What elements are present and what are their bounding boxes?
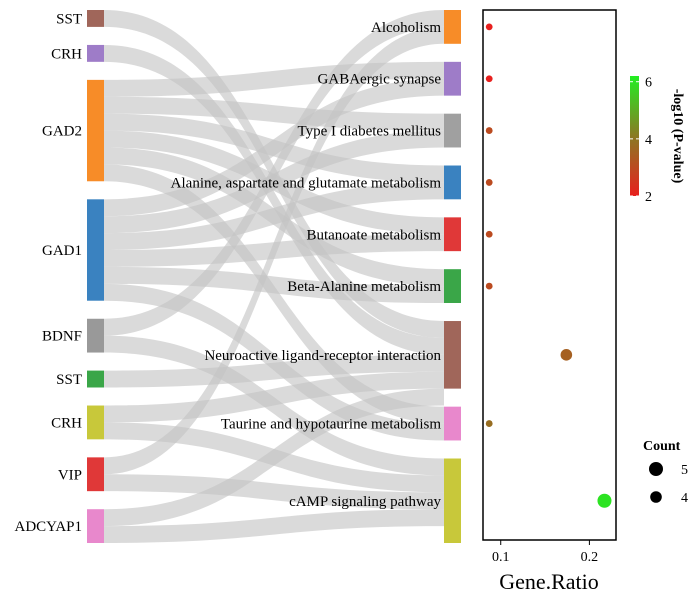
color-tick-label: 2 xyxy=(645,190,652,205)
pathway-label-alcoholism: Alcoholism xyxy=(371,20,441,36)
size-legend-label: 4 xyxy=(681,491,688,506)
pathway-node-beta-alanine-metabolism xyxy=(444,269,461,303)
gene-label-gad1: GAD1 xyxy=(42,243,82,259)
sankey-link-bdnf-to-alcoholism xyxy=(104,10,444,336)
pathway-label-neuroactive-ligand-receptor-interaction: Neuroactive ligand-receptor interaction xyxy=(204,348,441,364)
gene-node-sst xyxy=(87,370,104,388)
gene-node-sst xyxy=(87,10,104,27)
pathway-label-camp-signaling-pathway: cAMP signaling pathway xyxy=(289,494,441,510)
sankey-link-crh-to-neuroactive-ligand-receptor-interaction xyxy=(104,44,444,355)
pathway-node-alcoholism xyxy=(444,10,461,44)
dotplot-frame xyxy=(482,9,617,541)
pathway-node-gabaergic-synapse xyxy=(444,61,461,96)
pathway-label-type-i-diabetes-mellitus: Type I diabetes mellitus xyxy=(298,124,442,140)
gene-node-gad1 xyxy=(87,199,104,301)
pathway-label-beta-alanine-metabolism: Beta-Alanine metabolism xyxy=(287,279,441,295)
gene-label-adcyap1: ADCYAP1 xyxy=(14,519,82,535)
gene-label-crh: CRH xyxy=(51,46,82,62)
gene-node-crh xyxy=(87,44,104,62)
pathway-label-gabaergic-synapse: GABAergic synapse xyxy=(318,72,442,88)
color-tick-label: 4 xyxy=(645,133,652,148)
pathway-label-butanoate-metabolism: Butanoate metabolism xyxy=(306,227,441,243)
color-legend: 2 4 6 -log10 (P-value) xyxy=(630,76,685,205)
sankey-link-gad1-to-gabaergic-synapse xyxy=(104,78,444,217)
sankey-link-sst-to-neuroactive-ligand-receptor-interaction xyxy=(104,354,444,388)
gene-node-bdnf xyxy=(87,318,104,353)
size-legend-title: Count xyxy=(643,439,681,454)
size-legend-dot xyxy=(649,462,663,476)
sankey-link-gad1-to-alanine-aspartate-and-glutamate-metabolism xyxy=(104,182,444,251)
pathway-label-taurine-and-hypotaurine-metabolism: Taurine and hypotaurine metabolism xyxy=(221,417,441,433)
dot-beta-alanine-metabolism xyxy=(485,282,493,290)
x-tick-label: 0.2 xyxy=(581,550,599,565)
gene-label-crh: CRH xyxy=(51,415,82,431)
sankey-link-gad1-to-taurine-and-hypotaurine-metabolism xyxy=(104,283,444,441)
pathway-node-type-i-diabetes-mellitus xyxy=(444,113,461,148)
gene-label-gad2: GAD2 xyxy=(42,124,82,140)
sankey-link-gad2-to-gabaergic-synapse xyxy=(104,61,444,97)
size-legend-dot xyxy=(650,491,662,503)
gene-label-sst: SST xyxy=(56,372,82,388)
gene-label-vip: VIP xyxy=(58,467,82,483)
sankey-link-adcyap1-to-camp-signaling-pathway xyxy=(104,509,444,543)
size-legend: Count 5 4 xyxy=(643,439,688,506)
dot-type-i-diabetes-mellitus xyxy=(485,127,493,134)
pathway-labels: Alcoholism GABAergic synapse Type I diabet… xyxy=(171,20,442,510)
pathway-node-butanoate-metabolism xyxy=(444,217,461,252)
dot-neuroactive-ligand-receptor-interaction xyxy=(560,349,573,361)
x-axis-title: Gene.Ratio xyxy=(499,569,599,594)
size-legend-label: 5 xyxy=(681,463,688,478)
pathway-node-alanine-aspartate-and-glutamate-metabolism xyxy=(444,165,461,200)
pathway-label-alanine-aspartate-and-glutamate-metabolism: Alanine, aspartate and glutamate metabol… xyxy=(171,175,442,191)
gene-labels: SST CRH GAD2 GAD1 BDNF SST CRH VIP ADCYAP1 xyxy=(14,11,82,535)
x-tick-label: 0.1 xyxy=(492,550,510,565)
sankey-links xyxy=(104,10,444,543)
color-tick-label: 6 xyxy=(645,76,652,91)
sankey-link-vip-to-alcoholism xyxy=(104,26,444,475)
gene-node-vip xyxy=(87,457,104,492)
gene-label-sst: SST xyxy=(56,11,82,27)
sankey-link-adcyap1-to-neuroactive-ligand-receptor-interaction xyxy=(104,388,444,527)
pathway-node-taurine-and-hypotaurine-metabolism xyxy=(444,406,461,441)
dot-camp-signaling-pathway xyxy=(597,493,612,508)
sankey-link-gad2-to-taurine-and-hypotaurine-metabolism xyxy=(104,164,444,424)
sankey-link-vip-to-camp-signaling-pathway xyxy=(104,474,444,510)
gene-node-crh xyxy=(87,405,104,440)
sankey-link-gad2-to-type-i-diabetes-mellitus xyxy=(104,96,444,131)
dot-alcoholism xyxy=(485,23,493,31)
pathway-node-camp-signaling-pathway xyxy=(444,458,461,543)
dot-butanoate-metabolism xyxy=(485,230,493,238)
pathway-node-neuroactive-ligand-receptor-interaction xyxy=(444,321,461,389)
sankey-link-gad1-to-type-i-diabetes-mellitus xyxy=(104,130,444,234)
dot-gabaergic-synapse xyxy=(485,75,493,83)
dot-alanine-aspartate-and-glutamate-metabolism xyxy=(485,179,493,186)
pathway-nodes xyxy=(444,10,461,543)
gene-label-bdnf: BDNF xyxy=(42,329,82,345)
dot-taurine-and-hypotaurine-metabolism xyxy=(485,420,493,427)
dotplot-points xyxy=(485,23,612,508)
gene-node-adcyap1 xyxy=(87,509,104,543)
sankey-link-gad1-to-beta-alanine-metabolism xyxy=(104,266,444,303)
sankey-link-crh-to-neuroactive-ligand-receptor-interaction xyxy=(104,371,444,423)
gene-nodes xyxy=(87,10,104,543)
gene-node-gad2 xyxy=(87,79,104,182)
color-bar xyxy=(630,76,639,196)
color-legend-title: -log10 (P-value) xyxy=(670,89,685,184)
x-axis-ticks: 0.1 0.2 xyxy=(492,540,598,565)
